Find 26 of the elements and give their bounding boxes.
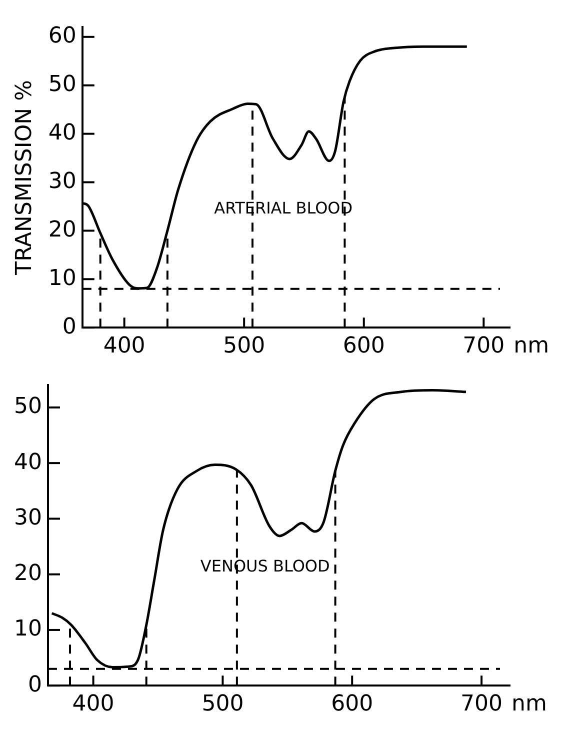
y-tick-label: 20 [48,217,76,242]
x-tick-label: 600 [331,692,374,717]
annotation: VENOUS BLOOD [200,556,330,576]
y-tick-label: 0 [62,314,76,340]
y-tick-label: 50 [14,394,42,420]
y-tick-label: 20 [14,561,42,586]
x-axis-title: nm [512,691,547,716]
x-axis-title: nm [514,333,550,358]
y-tick-label: 30 [48,168,76,194]
y-tick-label: 50 [48,72,76,98]
y-tick-label: 10 [48,266,76,291]
y-tick-label: 40 [48,120,76,146]
x-tick-label: 700 [462,334,505,359]
y-tick-label: 30 [14,505,42,530]
annotation: ARTERIAL BLOOD [214,198,353,218]
y-tick-label: 60 [48,24,76,49]
x-tick-label: 600 [342,334,385,359]
y-tick-label: 0 [28,672,42,698]
y-axis-title: TRANSMISSION % [12,80,37,276]
x-tick-label: 700 [460,692,503,717]
x-tick-label: 500 [223,334,266,359]
x-tick-label: 400 [72,692,114,717]
y-tick-label: 10 [14,616,42,642]
x-tick-label: 500 [202,692,244,717]
y-tick-label: 40 [14,450,42,475]
x-tick-label: 400 [103,334,146,359]
